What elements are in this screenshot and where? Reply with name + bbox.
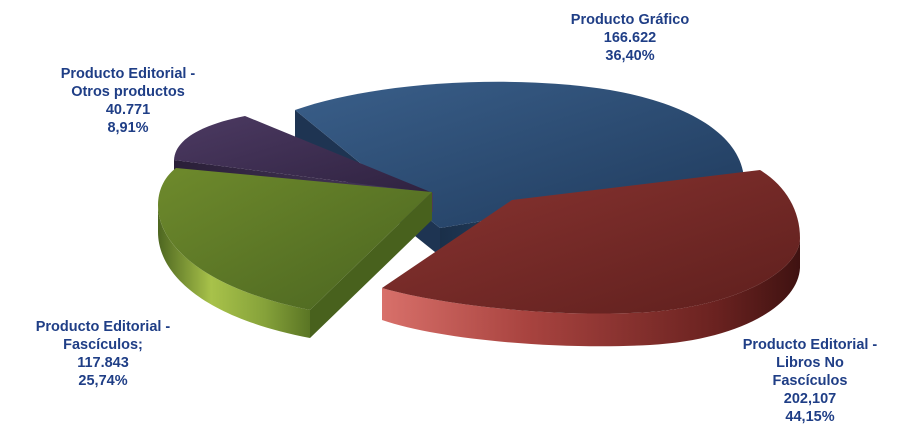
slice-label-line-fasciculos: Producto Editorial - [36,319,171,335]
slice-percent-libros-no-fasciculos: 44,15% [785,409,834,425]
slice-label-line-producto-grafico: Producto Gráfico [571,12,690,28]
slice-percent-fasciculos: 25,74% [78,373,127,389]
slice-fasciculos-cut [310,192,432,338]
slice-label-line-otros-productos: Producto Editorial - [61,66,196,82]
slice-otros-productos-top [174,116,433,193]
slice-value-otros-productos: 40.771 [106,102,150,118]
slice-percent-producto-grafico: 36,40% [605,48,654,64]
slice-value-fasciculos: 117.843 [77,355,129,371]
slice-value-libros-no-fasciculos: 202,107 [784,391,836,407]
slice-value-producto-grafico: 166.622 [604,30,656,46]
slice-label-line-libros-no-fasciculos: Libros No [776,355,844,371]
slice-label-line-otros-productos: Otros productos [71,84,185,100]
slice-fasciculos [158,168,432,338]
slice-fasciculos-top [158,168,432,310]
slice-libros-no-fasciculos-top [382,170,800,314]
data-labels: Producto Gráfico 166.622 36,40% Producto Ed… [36,12,878,425]
slice-label-otros-productos: Producto Editorial - Otros productos 40.77… [61,66,196,136]
slice-label-producto-grafico: Producto Gráfico 166.622 36,40% [571,12,690,64]
slice-label-libros-no-fasciculos: Producto Editorial - Libros No Fascículos 2… [743,337,878,425]
slice-fasciculos-side [158,205,310,338]
slice-libros-no-fasciculos [382,170,800,347]
slice-label-line-libros-no-fasciculos: Producto Editorial - [743,337,878,353]
slice-percent-otros-productos: 8,91% [107,120,148,136]
slice-label-line-libros-no-fasciculos: Fascículos [773,373,848,389]
slice-label-line-fasciculos: Fascículos; [63,337,143,353]
slice-libros-no-fasciculos-side [382,238,800,347]
slice-label-fasciculos: Producto Editorial - Fascículos; 117.843 25… [36,319,171,389]
